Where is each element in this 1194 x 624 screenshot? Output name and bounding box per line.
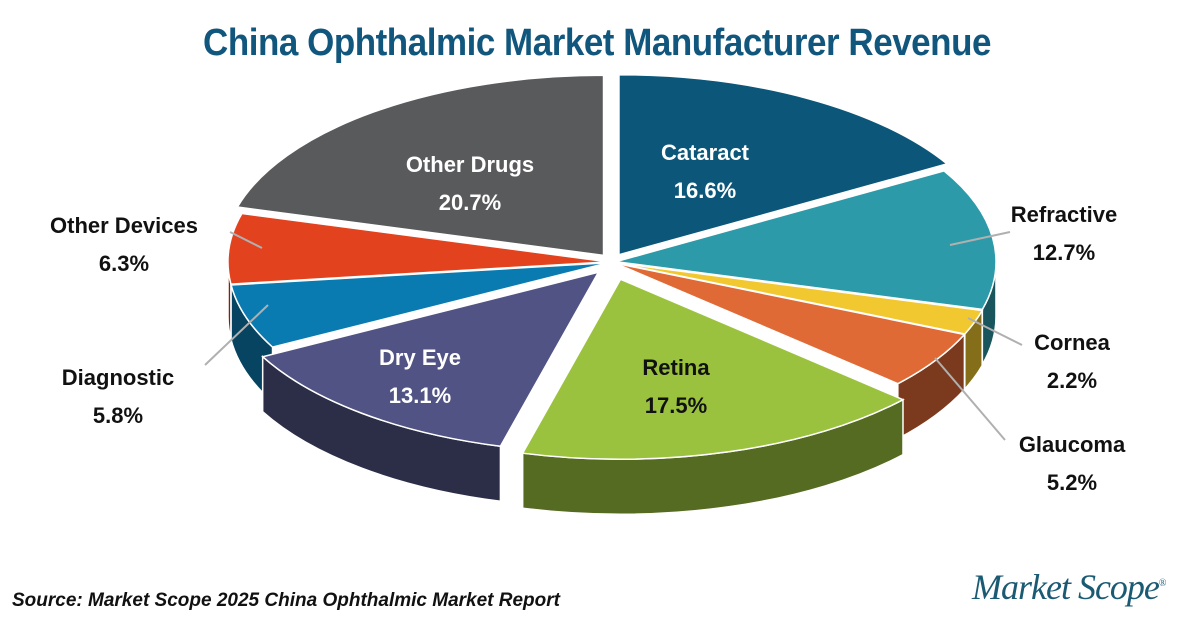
leader-line [949,231,1011,246]
pie-slice-other-drugs [236,74,605,257]
leader-line [967,317,1023,346]
slice-label-name: Diagnostic [62,365,174,390]
slice-label-name: Glaucoma [1019,432,1126,457]
slice-label-value: 13.1% [389,383,451,408]
market-scope-logo: Market Scope® [972,566,1166,608]
slice-label-value: 12.7% [1033,240,1095,265]
pie-slice-other-devices [227,212,609,340]
chart-title: China Ophthalmic Market Manufacturer Rev… [203,22,991,64]
slice-label-name: Cornea [1034,330,1111,355]
pie-slice-refractive [615,170,997,368]
registered-mark: ® [1158,578,1167,589]
slice-label-value: 2.2% [1047,368,1097,393]
pie-slice-retina [521,278,905,516]
slice-label-value: 20.7% [439,190,501,215]
leader-line [934,357,1006,441]
slice-label-name: Dry Eye [379,345,461,370]
pie-slice-cornea [615,262,984,391]
slice-label-value: 5.8% [93,403,143,428]
logo-text: Market Scope [972,567,1160,607]
slice-label-value: 17.5% [645,393,707,418]
slice-label-value: 16.6% [674,178,736,203]
slice-label-name: Refractive [1011,202,1117,227]
slice-label-name: Other Devices [50,213,198,238]
slice-label-name: Cataract [661,140,750,165]
leader-line [204,304,269,366]
pie-slice-glaucoma [615,262,966,440]
slice-label-value: 6.3% [99,251,149,276]
pie-slice-cataract [618,73,949,256]
slice-label-name: Other Drugs [406,152,534,177]
pie-slice-dry-eye [261,271,600,503]
slice-label-value: 5.2% [1047,470,1097,495]
slice-label-name: Retina [642,355,710,380]
source-note: Source: Market Scope 2025 China Ophthalm… [12,590,560,611]
leader-line [229,231,263,249]
